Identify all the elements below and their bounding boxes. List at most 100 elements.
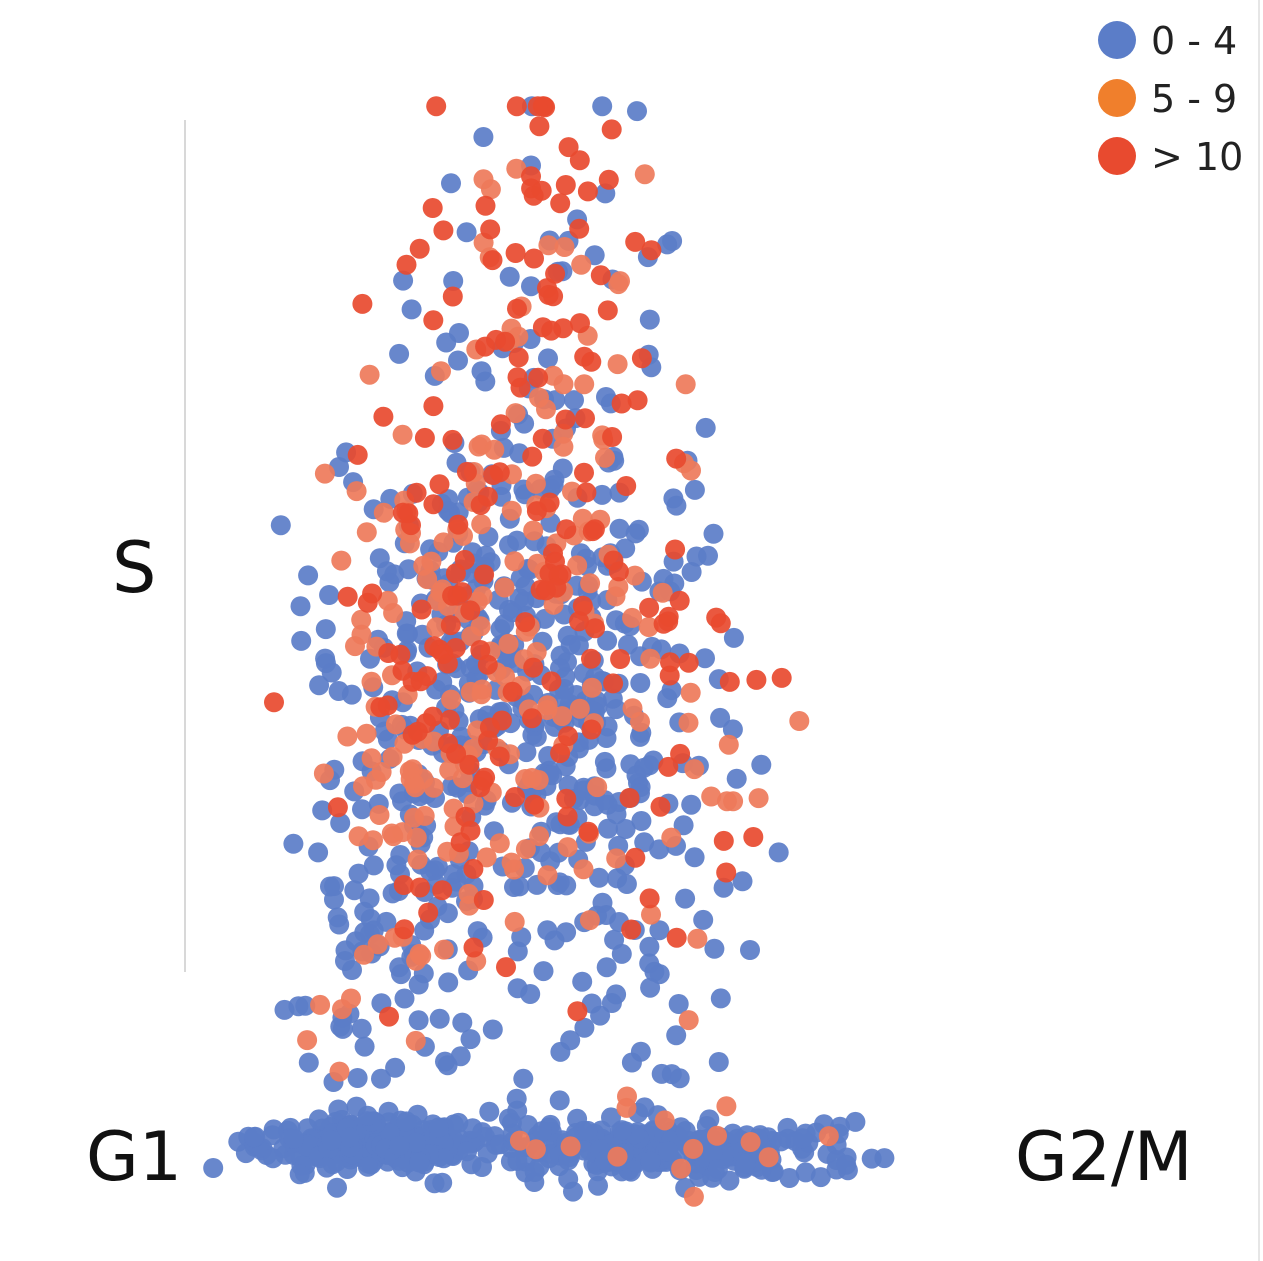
data-point [768,842,789,863]
data-point [609,518,630,539]
data-point [560,1030,581,1051]
data-point [431,361,451,382]
data-point [376,911,397,932]
data-point [347,1068,368,1088]
data-point [507,367,528,388]
data-point [406,482,427,503]
data-point [440,615,461,636]
data-point [438,972,459,993]
data-point [581,351,602,372]
data-point [392,502,413,523]
data-point [456,222,477,243]
data-point [713,877,734,898]
data-point [557,806,578,827]
data-point [341,988,361,1009]
data-point [298,565,319,586]
data-point [319,585,340,605]
data-point [606,848,627,869]
data-point [354,944,374,965]
data-point [264,692,284,713]
data-point [439,709,460,730]
data-point [454,549,475,570]
data-point [553,436,574,457]
data-point [606,699,627,720]
data-point [392,424,413,445]
data-point [654,1110,675,1131]
data-point [675,888,696,909]
data-point [596,728,617,748]
data-point [351,624,372,645]
data-point [460,600,481,621]
data-point [434,939,454,960]
data-point [611,393,632,414]
data-point [405,777,426,798]
data-point [630,673,651,693]
data-point [392,822,413,843]
data-point [708,1052,729,1072]
data-point [522,446,543,467]
data-point [402,724,423,745]
data-point [356,522,377,543]
data-point [543,543,563,564]
data-point [339,1127,360,1148]
data-point [357,1156,378,1177]
data-point [410,877,430,898]
s-phase-label: S [112,527,156,609]
data-point [288,996,309,1017]
data-point [354,901,375,922]
data-point [556,519,577,540]
data-point [330,813,351,833]
data-point [789,711,810,731]
data-point [498,633,519,654]
data-point [321,1130,342,1151]
data-point [329,1061,350,1082]
data-point [382,746,403,767]
data-point [442,429,463,450]
data-point [389,783,410,804]
data-point [373,502,394,523]
data-point [572,595,593,616]
data-point [327,1177,347,1198]
data-point [662,231,683,251]
data-point [607,354,628,375]
data-point [504,551,525,572]
data-point [379,1006,399,1027]
data-point [529,116,550,137]
data-point [359,364,380,385]
data-point [671,1158,692,1179]
data-point [552,458,573,479]
data-point [622,607,643,628]
data-point [569,150,590,171]
data-point [596,758,617,779]
data-point [684,847,705,868]
data-point [652,582,673,603]
data-point [611,943,632,964]
data-point [640,648,661,669]
data-point [836,1154,857,1175]
data-point [543,365,564,386]
data-point [710,707,731,728]
data-point [592,484,613,505]
data-point [569,611,589,632]
data-point [445,638,466,658]
data-point [693,909,714,930]
data-point [528,770,549,790]
data-point [538,348,558,369]
data-point [707,1159,728,1180]
data-point [352,293,373,314]
data-point [505,403,526,424]
data-point [383,603,404,623]
data-point [680,682,701,703]
data-point [575,408,595,429]
data-point [369,805,390,825]
data-point [462,1118,483,1139]
data-point [595,447,615,468]
data-point [556,788,577,809]
data-point [501,500,522,521]
data-point [467,921,488,942]
data-point [818,1126,839,1147]
data-point [601,119,622,140]
legend-label-5-9: 5 - 9 [1151,77,1237,121]
data-point [602,427,623,447]
data-point [707,1125,727,1146]
